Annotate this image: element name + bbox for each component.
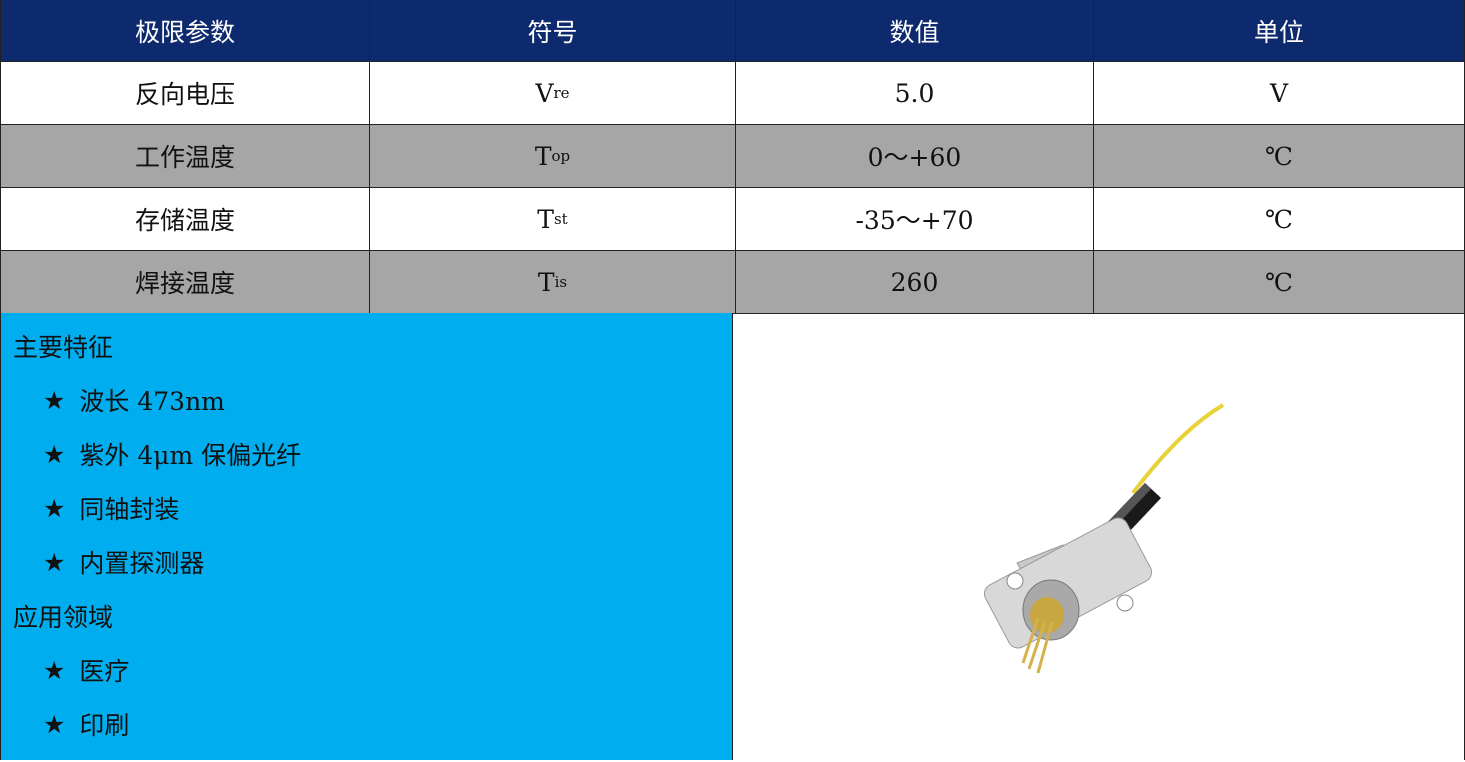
- item-text: 波长 473nm: [79, 387, 225, 416]
- section-title: 应用领域: [13, 603, 114, 632]
- cell-text: 5.0: [894, 78, 935, 108]
- item-text: 医疗: [79, 657, 130, 686]
- symbol-subscript: re: [553, 84, 570, 102]
- cell-text: -35～+70: [855, 206, 974, 235]
- table-cell: V: [1094, 62, 1465, 125]
- cell-text: 工作温度: [134, 143, 235, 172]
- product-image: [983, 403, 1225, 674]
- bullet: ★: [43, 493, 66, 523]
- bullet: ★: [43, 655, 66, 685]
- symbol-subscript: is: [554, 273, 568, 291]
- header-cell: 数值: [736, 0, 1094, 62]
- table-cell: ℃: [1094, 188, 1465, 251]
- table-cell: 焊接温度: [0, 251, 370, 314]
- cell-text: 反向电压: [134, 80, 235, 109]
- product-image-panel: [733, 313, 1465, 760]
- bullet: ★: [43, 385, 66, 415]
- header-cell: 符号: [370, 0, 736, 62]
- header-cell: 单位: [1094, 0, 1465, 62]
- cell-text: 焊接温度: [134, 269, 235, 298]
- cell-text: 0～+60: [867, 143, 962, 172]
- bullet: ★: [43, 439, 66, 469]
- list-item: ★ 波长 473nm: [1, 373, 732, 427]
- table-cell: 存储温度: [0, 188, 370, 251]
- symbol-subscript: op: [551, 147, 571, 165]
- table-cell: -35～+70: [736, 188, 1094, 251]
- bullet: ★: [43, 547, 66, 577]
- table-cell: 反向电压: [0, 62, 370, 125]
- list-item: ★ 医疗: [1, 643, 732, 697]
- section-title: 主要特征: [13, 333, 114, 362]
- cell-text: ℃: [1265, 204, 1293, 234]
- item-text: 紫外 4μm 保偏光纤: [79, 441, 302, 470]
- table-cell: 260: [736, 251, 1094, 314]
- symbol-subscript: st: [553, 210, 568, 228]
- list-item: ★ 内置探测器: [1, 535, 732, 589]
- cell-text: 260: [890, 267, 939, 297]
- symbol: V: [535, 78, 554, 108]
- item-text: 印刷: [79, 711, 130, 740]
- cell-text: 存储温度: [134, 206, 235, 235]
- feature-panel: 主要特征 ★ 波长 473nm ★ 紫外 4μm 保偏光纤 ★ 同轴封装 ★ 内置探测器应用领域…: [0, 313, 733, 760]
- table-cell: ℃: [1094, 251, 1465, 314]
- item-text: 同轴封装: [79, 495, 180, 524]
- symbol: T: [534, 141, 552, 171]
- cell-text: ℃: [1265, 267, 1293, 297]
- list-item: ★ 同轴封装: [1, 481, 732, 535]
- symbol: T: [537, 267, 555, 297]
- table-cell: ℃: [1094, 125, 1465, 188]
- bullet: ★: [43, 709, 66, 739]
- list-item: ★ 印刷: [1, 697, 732, 751]
- item-text: 内置探测器: [79, 549, 205, 578]
- symbol: T: [537, 204, 554, 234]
- table-cell: 0～+60: [736, 125, 1094, 188]
- header-cell: 极限参数: [0, 0, 370, 62]
- list-item: ★ 紫外 4μm 保偏光纤: [1, 427, 732, 481]
- table-cell: 5.0: [736, 62, 1094, 125]
- table-cell: 工作温度: [0, 125, 370, 188]
- cell-text: V: [1269, 78, 1289, 108]
- cell-text: ℃: [1265, 141, 1293, 171]
